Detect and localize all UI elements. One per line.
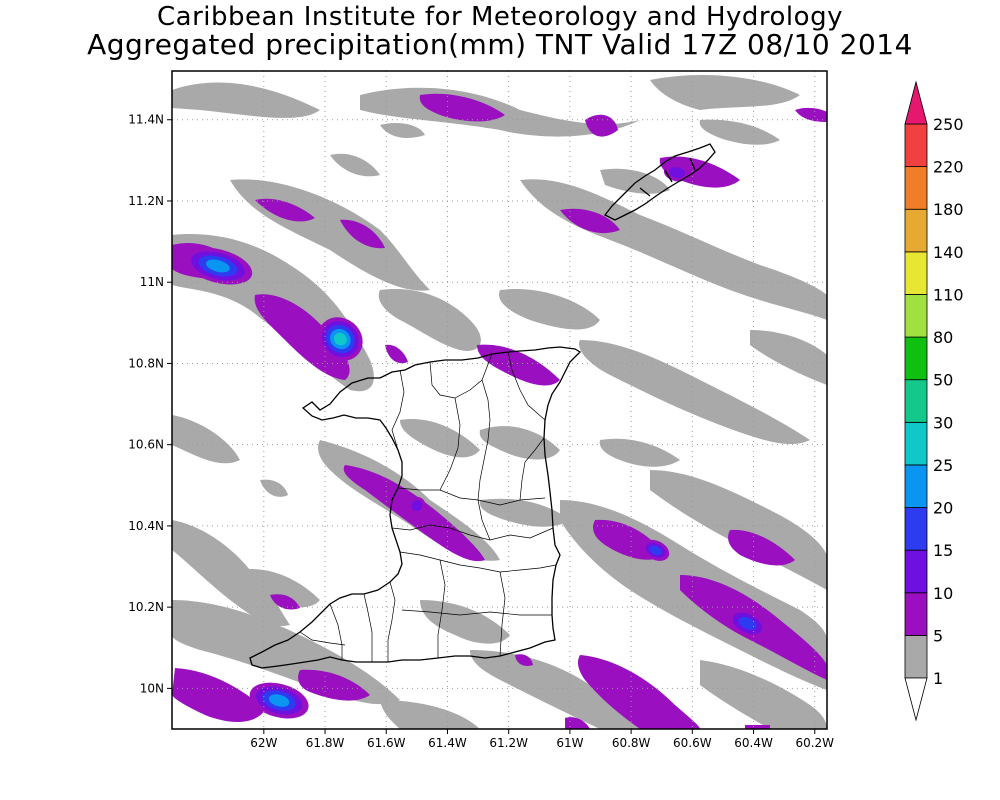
colorbar-segment bbox=[904, 549, 928, 594]
colorbar-label: 1 bbox=[933, 669, 943, 688]
lat-tick-label: 10.2N bbox=[128, 600, 164, 614]
colorbar-segment bbox=[904, 251, 928, 295]
colorbar-segment bbox=[904, 592, 928, 636]
lat-tick-label: 10.6N bbox=[128, 438, 164, 452]
colorbar-segment bbox=[904, 464, 928, 508]
lon-tick-label: 61.6W bbox=[367, 736, 406, 750]
lat-tick-label: 11N bbox=[140, 275, 164, 289]
precip-cells bbox=[183, 163, 768, 719]
plot-area bbox=[172, 71, 827, 729]
precip-cell bbox=[411, 500, 423, 512]
lon-tick-label: 61W bbox=[556, 736, 583, 750]
colorbar-segment bbox=[904, 507, 928, 551]
colorbar-label: 220 bbox=[933, 158, 964, 177]
colorbar-label: 5 bbox=[933, 626, 943, 645]
longitude-axis: 62W 61.8W 61.6W 61.4W 61.2W 61W 60.8W 60.6W 60.4… bbox=[250, 729, 834, 750]
colorbar-label: 140 bbox=[933, 243, 964, 262]
colorbar-segment bbox=[904, 634, 928, 679]
colorbar-label: 50 bbox=[933, 371, 953, 390]
colorbar-label: 250 bbox=[933, 115, 964, 134]
colorbar-label: 30 bbox=[933, 413, 953, 432]
colorbar-label: 10 bbox=[933, 584, 953, 603]
lat-tick-label: 10N bbox=[140, 681, 164, 695]
colorbar-label: 20 bbox=[933, 499, 953, 518]
map-subtitle: Aggregated precipitation(mm) TNT Valid 1… bbox=[87, 28, 913, 61]
colorbar-segment bbox=[904, 166, 928, 210]
lon-tick-label: 62W bbox=[250, 736, 277, 750]
latitude-axis: 10N 10.2N 10.4N 10.6N 10.8N 11N 11.2N 11.4N bbox=[128, 113, 172, 695]
map-title: Caribbean Institute for Meteorology and … bbox=[157, 2, 843, 32]
colorbar-label: 110 bbox=[933, 285, 964, 304]
colorbar-segment bbox=[904, 123, 928, 168]
precip-cell bbox=[205, 259, 230, 273]
lon-tick-label: 60.8W bbox=[612, 736, 651, 750]
lon-tick-label: 60.4W bbox=[734, 736, 773, 750]
colorbar-segment bbox=[904, 294, 928, 338]
precip-cell bbox=[268, 694, 290, 707]
colorbar-segment bbox=[904, 379, 928, 423]
lon-tick-label: 61.8W bbox=[306, 736, 345, 750]
lat-tick-label: 10.4N bbox=[128, 519, 164, 533]
lon-tick-label: 61.4W bbox=[428, 736, 467, 750]
colorbar-segment bbox=[904, 421, 928, 466]
colorbar-segment bbox=[904, 208, 928, 253]
plot-frame bbox=[171, 70, 828, 730]
precip-cell bbox=[668, 167, 686, 179]
lat-lon-grid bbox=[172, 71, 827, 729]
colorbar-segment bbox=[904, 336, 928, 381]
lat-tick-label: 11.4N bbox=[128, 113, 164, 127]
lon-tick-label: 61.2W bbox=[489, 736, 528, 750]
colorbar-min-arrow bbox=[904, 677, 928, 722]
trinidad-island bbox=[249, 346, 582, 669]
colorbar-label: 80 bbox=[933, 328, 953, 347]
lon-tick-label: 60.6W bbox=[673, 736, 712, 750]
colorbar-label: 180 bbox=[933, 200, 964, 219]
colorbar-max-arrow bbox=[904, 80, 928, 125]
lat-tick-label: 10.8N bbox=[128, 356, 164, 370]
lat-tick-label: 11.2N bbox=[128, 194, 164, 208]
colorbar-label: 25 bbox=[933, 456, 953, 475]
tobago-island bbox=[604, 143, 716, 221]
lon-tick-label: 60.2W bbox=[795, 736, 834, 750]
trinidad-regional-boundaries bbox=[299, 351, 557, 662]
precip-cell bbox=[333, 332, 347, 346]
colorbar-label: 15 bbox=[933, 541, 953, 560]
precip-cell bbox=[738, 616, 757, 630]
precip-cell bbox=[649, 545, 662, 555]
